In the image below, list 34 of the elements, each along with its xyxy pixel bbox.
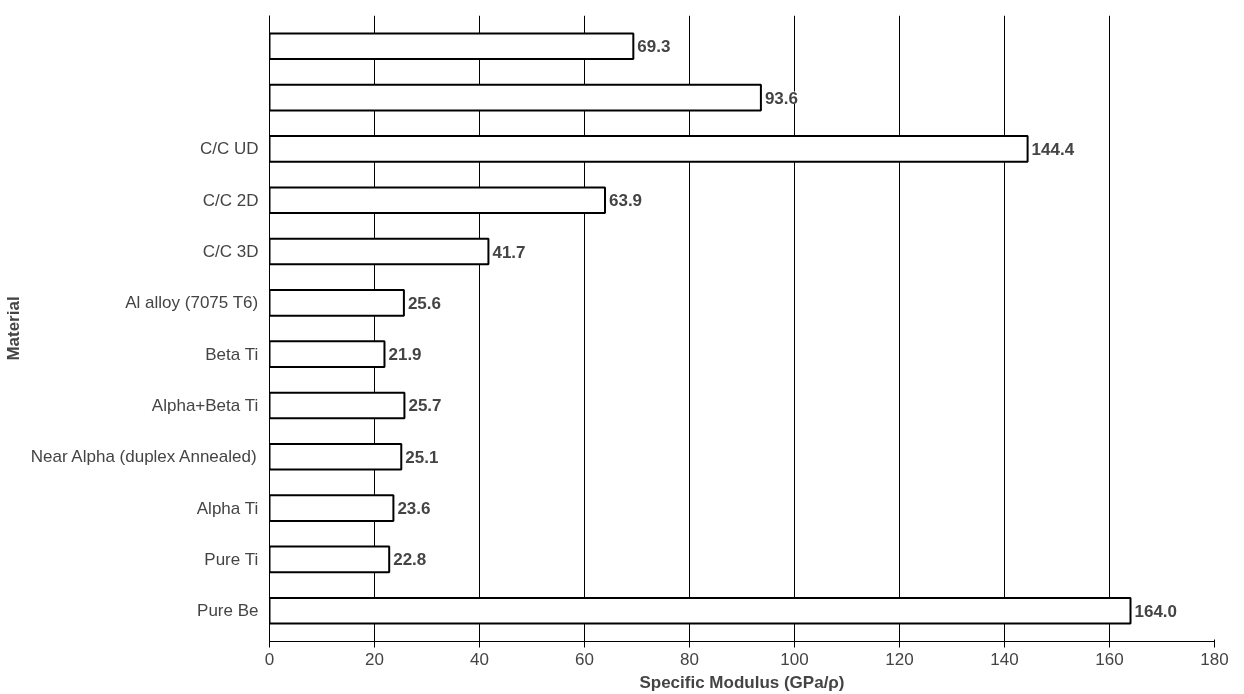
data-label: 63.9 (608, 191, 643, 211)
x-tick-label: 80 (680, 649, 699, 669)
data-label: 144.4 (1031, 139, 1075, 159)
y-tick-label: Pure Ti (204, 549, 259, 569)
y-tick-label: C/C UD (199, 139, 259, 159)
data-label: 22.8 (393, 550, 427, 570)
x-tick-label: 140 (990, 649, 1019, 669)
data-label: 21.9 (388, 345, 422, 365)
x-tick-label: 100 (780, 649, 809, 669)
x-tick-label: 160 (1095, 649, 1124, 669)
x-tick-label: 60 (575, 649, 594, 669)
data-label: 25.6 (407, 293, 441, 313)
x-tick-label: 0 (264, 649, 275, 669)
y-tick-label: Near Alpha (duplex Annealed) (30, 447, 257, 467)
y-tick-label: Pure Be (197, 601, 259, 621)
x-axis-title: Specific Modulus (GPa/ρ) (639, 672, 845, 692)
data-label: 93.6 (764, 88, 798, 108)
x-tick-label: 40 (470, 649, 489, 669)
data-label: 25.7 (408, 396, 442, 416)
data-label: 164.0 (1134, 601, 1178, 621)
data-label: 25.1 (405, 447, 439, 467)
y-tick-label: Alpha Ti (196, 498, 259, 518)
data-label: 69.3 (637, 37, 671, 57)
y-tick-label: C/C 3D (202, 242, 259, 262)
y-tick-label: Al alloy (7075 T6) (125, 293, 259, 313)
data-label: 41.7 (492, 242, 526, 262)
x-tick-label: 20 (365, 649, 384, 669)
y-tick-label: Beta Ti (205, 344, 259, 364)
data-label: 23.6 (397, 499, 431, 519)
y-tick-label: C/C 2D (202, 190, 259, 210)
y-tick-label: Alpha+Beta Ti (151, 395, 259, 415)
y-axis-title: Material (3, 296, 23, 361)
x-tick-label: 120 (885, 649, 914, 669)
x-tick-label: 180 (1200, 649, 1229, 669)
